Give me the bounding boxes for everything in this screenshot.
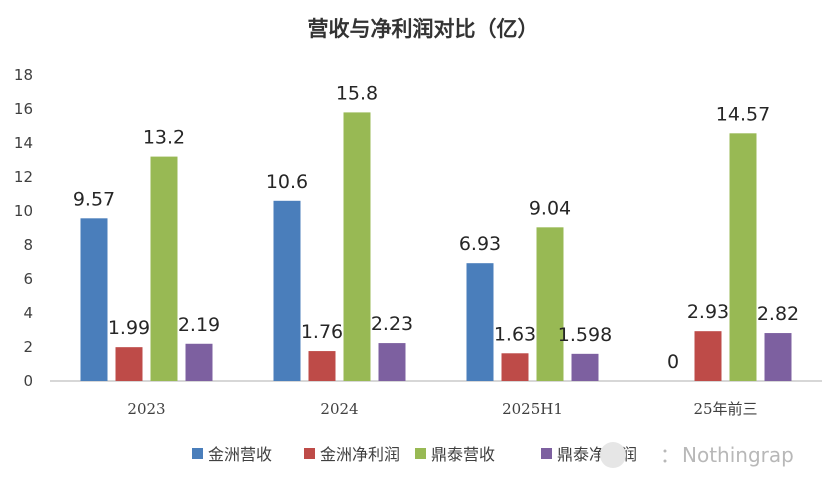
bar [764,333,792,381]
y-tick-label: 2 [23,338,33,356]
y-tick-label: 4 [23,304,33,322]
data-label: 6.93 [459,233,501,255]
legend-swatch [192,448,203,459]
bar [536,227,564,381]
data-label: 1.99 [108,317,150,339]
chart-title: 营收与净利润对比（亿） [308,16,539,41]
bar [185,343,213,381]
data-label: 1.76 [301,321,343,343]
bar [115,347,143,381]
x-tick-label: 2023 [127,400,165,418]
legend-label: 鼎泰营收 [431,445,495,464]
legend-item: 鼎泰营收 [415,445,495,464]
data-label: 2.93 [687,301,729,323]
legend-swatch [541,448,552,459]
legend-item: 金洲净利润 [304,445,400,464]
bar [466,263,494,381]
y-tick-label: 0 [23,372,33,390]
data-label: 13.2 [143,127,185,149]
data-label: 2.82 [757,303,799,325]
data-label: 10.6 [266,171,308,193]
data-label: 15.8 [336,82,378,104]
legend-swatch [415,448,426,459]
watermark-text: Nothingrap [682,443,794,467]
legend: 金洲营收 金洲净利润 鼎泰营收 鼎泰净利润 [192,445,637,464]
bar [378,343,406,381]
watermark-logo-icon [600,442,626,468]
y-axis-ticks: 0 2 4 6 8 10 12 14 16 18 [14,66,33,390]
bar [571,353,599,381]
bar [694,331,722,381]
data-label: 0 [667,351,679,373]
legend-label: 金洲营收 [208,445,272,464]
legend-label: 金洲净利润 [320,445,400,464]
data-label: 1.63 [494,323,536,345]
y-tick-label: 6 [23,270,33,288]
y-tick-label: 12 [14,168,33,186]
y-tick-label: 18 [14,66,33,84]
bar [80,218,108,381]
x-tick-label: 2025H1 [502,400,563,418]
bars [80,112,792,382]
bar [273,200,301,381]
x-tick-label: 25年前三 [693,400,757,418]
bar [343,112,371,382]
x-axis-ticks: 2023 2024 2025H1 25年前三 [127,400,757,418]
y-tick-label: 8 [23,236,33,254]
bar [150,156,178,381]
bar [729,133,757,381]
watermark-prefix: ： [660,443,680,467]
data-label: 2.19 [178,314,220,336]
legend-item: 金洲营收 [192,445,272,464]
x-tick-label: 2024 [320,400,358,418]
data-label: 14.57 [716,103,770,125]
legend-swatch [304,448,315,459]
bar [501,353,529,381]
y-tick-label: 14 [14,134,33,152]
data-label: 2.23 [371,313,413,335]
data-label: 9.04 [529,197,571,219]
watermark: ： Nothingrap [600,442,794,468]
data-labels: 9.57 1.99 13.2 2.19 10.6 1.76 15.8 2.23 6.93 1.63… [73,82,799,373]
y-tick-label: 10 [14,202,33,220]
data-label: 9.57 [73,188,115,210]
y-tick-label: 16 [14,100,33,118]
bar [308,351,336,381]
data-label: 1.598 [558,324,612,346]
